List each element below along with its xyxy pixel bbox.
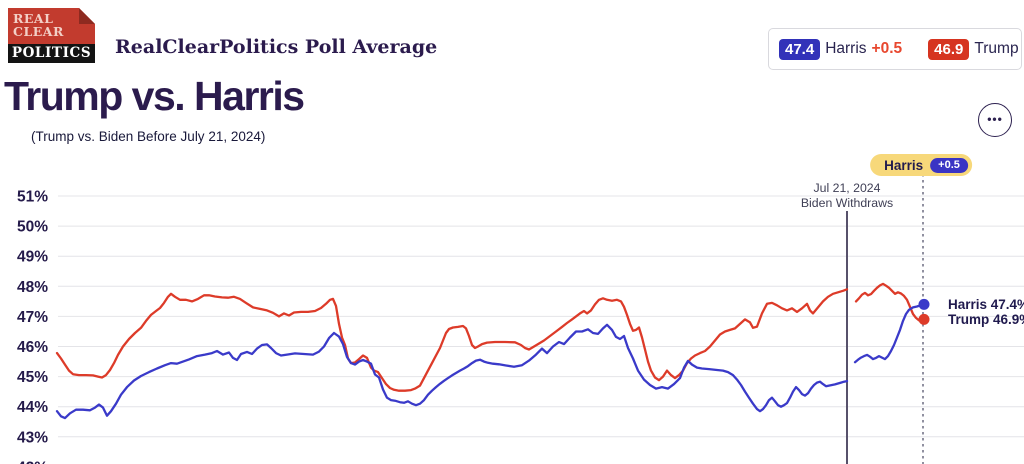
y-axis-label-50: 50% — [17, 219, 48, 236]
more-options-icon: ••• — [987, 111, 1003, 126]
series-line-0-trump — [55, 288, 849, 392]
score-summary-box: 47.4 Harris +0.5 46.9 Trump — [768, 28, 1022, 70]
page-subtitle: (Trump vs. Biden Before July 21, 2024) — [31, 129, 266, 144]
rcp-logo-fold-icon — [79, 8, 95, 24]
spread-value: +0.5 — [871, 40, 903, 57]
y-axis-label-51: 51% — [17, 189, 48, 206]
y-axis-label-48: 48% — [17, 279, 48, 296]
rcp-logo-line3: POLITICS — [11, 44, 92, 61]
rcp-logo-band: POLITICS — [8, 44, 95, 63]
series-line-2-harris — [55, 323, 849, 420]
event-name-label: Biden Withdraws — [801, 196, 893, 210]
rcp-logo-line1: REAL — [13, 11, 54, 26]
y-axis-label-44: 44% — [17, 399, 48, 416]
event-date-label: Jul 21, 2024 — [813, 181, 880, 195]
y-axis-label-47: 47% — [17, 309, 48, 326]
series-line-1-trump — [854, 282, 925, 322]
series-line-3-harris — [853, 303, 925, 364]
leader-pill-margin: +0.5 — [930, 157, 968, 173]
harris-endpoint-dot — [918, 298, 930, 310]
harris-score-label: Harris — [825, 40, 867, 57]
leader-pill-name: Harris — [884, 157, 924, 173]
leader-pill: Harris +0.5 — [870, 154, 972, 176]
y-axis-label-43: 43% — [17, 429, 48, 446]
more-options-button[interactable]: ••• — [978, 103, 1012, 137]
rcp-logo-line2: CLEAR — [13, 24, 64, 39]
y-axis-label-42: 42% — [17, 459, 48, 464]
harris-score-badge: 47.4 — [779, 38, 821, 60]
rcp-logo[interactable]: REAL CLEAR POLITICS — [8, 8, 95, 63]
product-title: RealClearPolitics Poll Average — [115, 36, 438, 58]
harris-endpoint-label: Harris 47.4% — [948, 297, 1024, 312]
y-axis-label-45: 45% — [17, 369, 48, 386]
trump-score-badge: 46.9 — [928, 38, 970, 60]
trump-endpoint-label: Trump 46.9% — [948, 312, 1024, 327]
page-title: Trump vs. Harris — [4, 73, 305, 119]
y-axis-label-49: 49% — [17, 249, 48, 266]
y-axis-label-46: 46% — [17, 339, 48, 356]
trump-endpoint-dot — [918, 313, 930, 325]
trump-score-label: Trump — [974, 40, 1019, 57]
